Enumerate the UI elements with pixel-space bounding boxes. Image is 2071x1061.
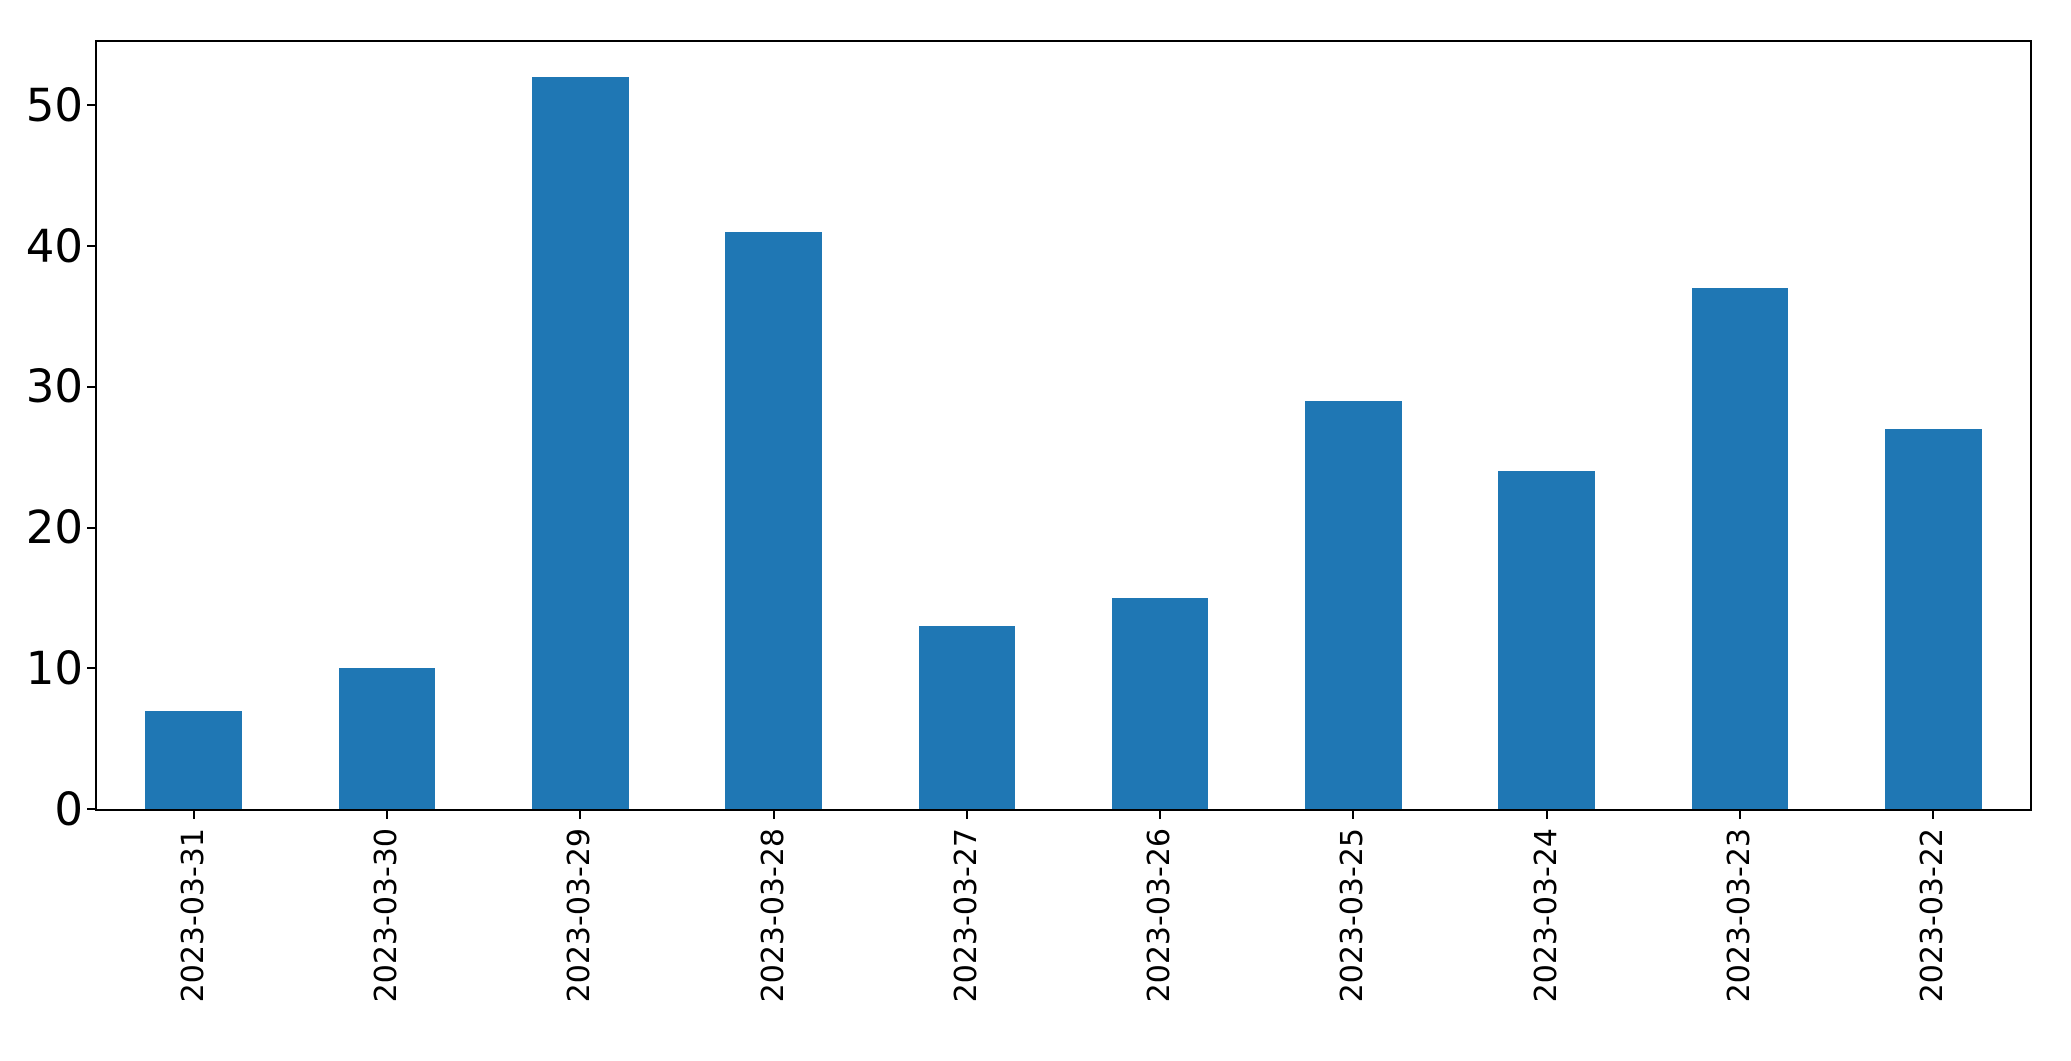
y-tick-mark [87, 808, 95, 810]
bar-2023-03-29 [531, 77, 629, 809]
bar-2023-03-22 [1885, 429, 1982, 809]
x-tick-mark [1545, 811, 1548, 819]
x-tick-label: 2023-03-23 [1722, 828, 1758, 1003]
bar-2023-03-30 [338, 668, 436, 809]
bar-2023-03-26 [1111, 597, 1209, 809]
y-tick-label: 10 [25, 641, 83, 695]
x-tick-label: 2023-03-24 [1528, 828, 1564, 1003]
y-tick-mark [87, 526, 95, 529]
bar-2023-03-24 [1498, 471, 1596, 809]
x-tick-label: 2023-03-31 [175, 828, 211, 1003]
plot-area [95, 40, 2032, 811]
x-tick-mark [965, 811, 968, 819]
x-tick-mark [1159, 811, 1162, 819]
bar-2023-03-27 [918, 626, 1016, 809]
x-tick-label: 2023-03-28 [755, 828, 791, 1003]
x-tick-mark [1352, 811, 1355, 819]
x-tick-mark [1932, 811, 1935, 819]
x-tick-label: 2023-03-22 [1915, 828, 1951, 1003]
bar-2023-03-28 [725, 232, 822, 809]
x-tick-mark [385, 811, 388, 819]
bar-2023-03-25 [1305, 400, 1402, 809]
y-tick-mark [87, 385, 95, 388]
y-tick-label: 40 [25, 219, 83, 273]
x-tick-mark [192, 811, 195, 819]
x-tick-label: 2023-03-25 [1335, 828, 1371, 1003]
y-tick-label: 30 [25, 360, 83, 414]
bar-2023-03-23 [1691, 288, 1789, 809]
bar-2023-03-31 [145, 710, 242, 809]
x-tick-label: 2023-03-30 [368, 828, 404, 1003]
y-tick-label: 0 [54, 782, 83, 836]
y-tick-label: 20 [25, 501, 83, 555]
x-tick-label: 2023-03-29 [562, 828, 598, 1003]
x-tick-label: 2023-03-26 [1142, 828, 1178, 1003]
y-tick-mark [87, 104, 95, 107]
x-tick-mark [1739, 811, 1742, 819]
x-tick-label: 2023-03-27 [948, 828, 984, 1003]
x-tick-mark [772, 811, 775, 819]
x-tick-mark [579, 811, 582, 819]
y-tick-mark [87, 667, 95, 670]
y-tick-mark [87, 245, 95, 248]
y-tick-label: 50 [25, 78, 83, 132]
